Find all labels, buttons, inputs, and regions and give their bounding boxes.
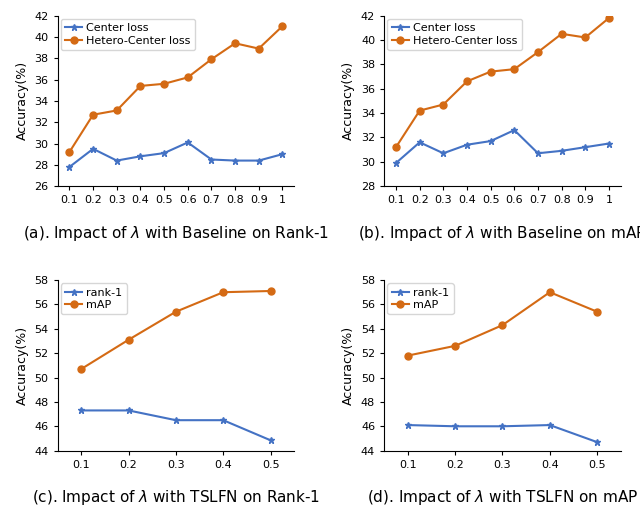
Hetero-Center loss [231, 40, 239, 47]
Line: Center loss: Center loss [66, 139, 286, 170]
rank-1 [125, 407, 132, 413]
Center loss [440, 150, 447, 156]
rank-1 [499, 423, 506, 429]
Legend: Center loss, Hetero-Center loss: Center loss, Hetero-Center loss [387, 19, 522, 50]
Center loss [65, 164, 73, 170]
Center loss [416, 139, 424, 146]
Center loss [184, 139, 191, 146]
rank-1 [220, 417, 227, 423]
mAP [593, 309, 601, 315]
Center loss [278, 151, 286, 157]
rank-1 [546, 422, 554, 428]
mAP [220, 289, 227, 295]
Hetero-Center loss [255, 46, 262, 52]
Center loss [558, 148, 566, 154]
Center loss [487, 138, 495, 144]
Hetero-Center loss [113, 107, 120, 113]
mAP [451, 343, 459, 349]
Hetero-Center loss [65, 149, 73, 155]
mAP [499, 322, 506, 328]
Line: rank-1: rank-1 [78, 407, 274, 444]
Legend: rank-1, mAP: rank-1, mAP [61, 283, 127, 314]
Center loss [207, 156, 215, 163]
Line: mAP: mAP [78, 287, 274, 372]
Hetero-Center loss [534, 49, 542, 55]
Hetero-Center loss [184, 74, 191, 80]
Center loss [392, 160, 400, 166]
Y-axis label: Accuracy(%): Accuracy(%) [342, 326, 355, 405]
Line: Hetero-Center loss: Hetero-Center loss [392, 15, 612, 151]
Center loss [255, 157, 262, 164]
Hetero-Center loss [416, 108, 424, 114]
Center loss [113, 157, 120, 164]
Hetero-Center loss [278, 23, 286, 30]
Hetero-Center loss [605, 15, 613, 21]
Hetero-Center loss [582, 34, 589, 40]
Center loss [605, 140, 613, 147]
Center loss [160, 150, 168, 156]
Center loss [534, 150, 542, 156]
Center loss [463, 141, 471, 148]
Center loss [136, 153, 144, 160]
rank-1 [451, 423, 459, 429]
Text: (b). Impact of $\lambda$ with Baseline on mAP: (b). Impact of $\lambda$ with Baseline o… [358, 224, 640, 243]
Text: (a). Impact of $\lambda$ with Baseline on Rank-1: (a). Impact of $\lambda$ with Baseline o… [23, 224, 329, 243]
Center loss [511, 127, 518, 133]
Legend: Center loss, Hetero-Center loss: Center loss, Hetero-Center loss [61, 19, 195, 50]
Line: Hetero-Center loss: Hetero-Center loss [66, 23, 286, 155]
Text: (d). Impact of $\lambda$ with TSLFN on mAP: (d). Impact of $\lambda$ with TSLFN on m… [367, 488, 638, 507]
Center loss [582, 144, 589, 150]
mAP [546, 289, 554, 295]
Legend: rank-1, mAP: rank-1, mAP [387, 283, 454, 314]
Hetero-Center loss [392, 144, 400, 150]
rank-1 [404, 422, 412, 428]
Hetero-Center loss [463, 78, 471, 84]
mAP [77, 366, 85, 372]
Line: rank-1: rank-1 [404, 422, 600, 445]
Y-axis label: Accuracy(%): Accuracy(%) [16, 326, 29, 405]
Y-axis label: Accuracy(%): Accuracy(%) [16, 61, 29, 140]
Hetero-Center loss [440, 102, 447, 108]
rank-1 [172, 417, 180, 423]
mAP [267, 288, 275, 294]
Center loss [231, 157, 239, 164]
rank-1 [593, 439, 601, 445]
Hetero-Center loss [160, 81, 168, 87]
mAP [404, 352, 412, 358]
Line: Center loss: Center loss [392, 126, 612, 166]
rank-1 [267, 437, 275, 443]
Y-axis label: Accuracy(%): Accuracy(%) [342, 61, 355, 140]
Line: mAP: mAP [404, 289, 600, 359]
mAP [125, 337, 132, 343]
Hetero-Center loss [207, 56, 215, 62]
Hetero-Center loss [487, 68, 495, 75]
rank-1 [77, 407, 85, 413]
mAP [172, 309, 180, 315]
Hetero-Center loss [89, 111, 97, 118]
Text: (c). Impact of $\lambda$ with TSLFN on Rank-1: (c). Impact of $\lambda$ with TSLFN on R… [32, 488, 320, 507]
Hetero-Center loss [136, 83, 144, 89]
Hetero-Center loss [558, 31, 566, 37]
Center loss [89, 146, 97, 152]
Hetero-Center loss [511, 66, 518, 73]
